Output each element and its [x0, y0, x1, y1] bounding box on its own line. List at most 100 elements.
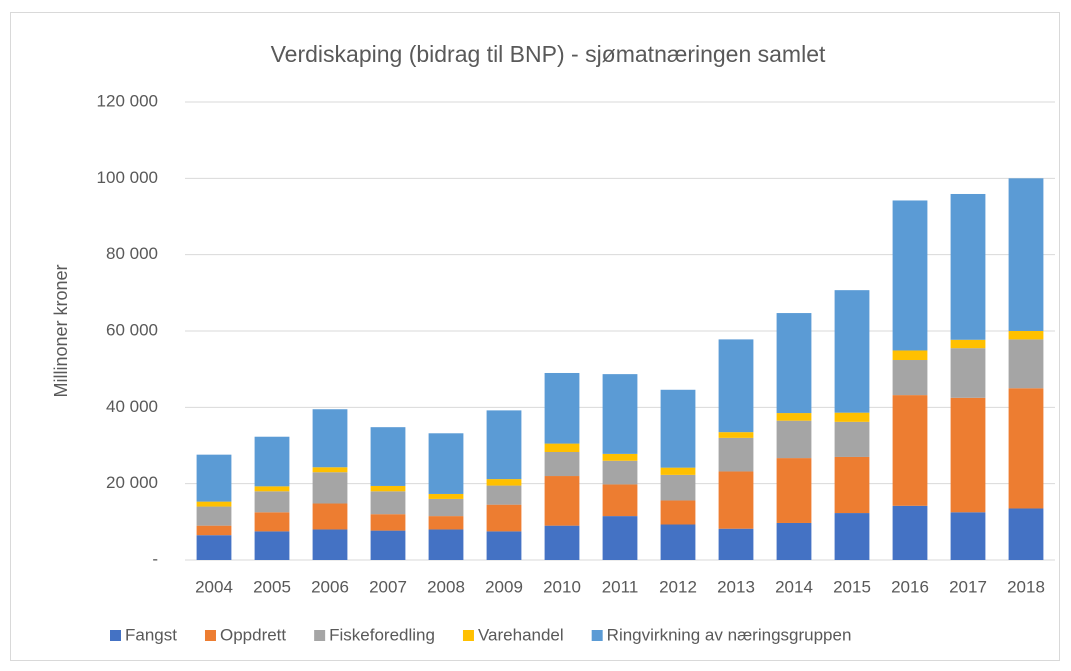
bar-segment [834, 456, 870, 514]
bar-segment [892, 505, 928, 560]
y-tick-label: 80 000 [106, 244, 158, 263]
bar-segment [254, 491, 290, 513]
x-tick-label: 2016 [891, 577, 929, 596]
x-tick-label: 2014 [775, 577, 813, 596]
legend-label: Oppdrett [220, 625, 286, 644]
bar-segment [1008, 508, 1044, 560]
bar-segment [486, 485, 522, 505]
bar-segment [602, 516, 638, 560]
y-tick-label: 40 000 [106, 397, 158, 416]
legend-swatch [110, 630, 121, 641]
bar-segment [718, 339, 754, 433]
legend-label: Fangst [125, 625, 177, 644]
bar-segment [602, 374, 638, 454]
bar-segment [312, 409, 348, 468]
bar-segment [718, 471, 754, 529]
bar-segment [254, 436, 290, 487]
bar-segment [428, 516, 464, 530]
bar-segment [660, 389, 696, 468]
y-tick-label: 60 000 [106, 320, 158, 339]
bar-segment [718, 432, 754, 438]
bar-segment [1008, 339, 1044, 389]
bar-segment [776, 420, 812, 459]
bar-segment [486, 531, 522, 560]
bar-segment [370, 491, 406, 515]
bar-segment [950, 339, 986, 349]
bar-segment [196, 506, 232, 526]
bar-segment [892, 200, 928, 351]
bar-segment [312, 503, 348, 530]
x-tick-label: 2018 [1007, 577, 1045, 596]
y-tick-label: - [152, 549, 158, 568]
x-tick-label: 2006 [311, 577, 349, 596]
x-tick-label: 2011 [602, 577, 639, 596]
bar-segment [892, 395, 928, 506]
x-tick-label: 2009 [485, 577, 523, 596]
bar-segment [660, 467, 696, 475]
bar-segment [950, 348, 986, 398]
bar-segment [776, 458, 812, 523]
bar-segment [950, 397, 986, 513]
bar-segment [254, 512, 290, 532]
bar-segment [196, 535, 232, 560]
bar-segment [254, 531, 290, 560]
legend-swatch [204, 630, 216, 641]
bar-segment [834, 412, 870, 422]
bar-segment [1008, 331, 1044, 340]
bar-segment [544, 451, 580, 477]
y-tick-label: 100 000 [97, 168, 158, 187]
y-axis-label: Millinoner kroner [51, 264, 71, 397]
y-tick-label: 120 000 [97, 91, 158, 110]
chart-border [10, 12, 1060, 661]
x-tick-label: 2004 [195, 577, 233, 596]
bar-segment [1008, 178, 1044, 331]
bar-segment [834, 290, 870, 413]
legend-swatch [462, 630, 474, 641]
bar-segment [312, 529, 348, 560]
bar-segment [312, 467, 348, 473]
chart-title: Verdiskaping (bidrag til BNP) - sjømatnæ… [271, 41, 826, 67]
bar-segment [312, 472, 348, 504]
bar-segment [544, 476, 580, 526]
legend-label: Ringvirkning av næringsgruppen [607, 625, 852, 644]
bar-segment [428, 498, 464, 517]
bar-segment [602, 453, 638, 461]
x-tick-label: 2008 [427, 577, 465, 596]
x-tick-label: 2010 [543, 577, 581, 596]
bar-segment [660, 500, 696, 525]
bar-segment [544, 372, 580, 444]
bar-segment [776, 522, 812, 560]
bar-segment [660, 524, 696, 560]
bar-segment [370, 427, 406, 486]
bar-segment [370, 485, 406, 492]
bar-segment [602, 460, 638, 485]
bar-segment [1008, 388, 1044, 509]
legend-label: Varehandel [478, 625, 564, 644]
x-tick-label: 2017 [949, 577, 987, 596]
bar-segment [370, 530, 406, 560]
bar-segment [834, 421, 870, 457]
x-tick-label: 2005 [253, 577, 291, 596]
bar-segment [892, 360, 928, 396]
bar-segment [428, 433, 464, 494]
bar-segment [776, 413, 812, 421]
x-tick-label: 2012 [659, 577, 697, 596]
bar-segment [718, 437, 754, 472]
bar-segment [544, 525, 580, 560]
bar-segment [602, 484, 638, 517]
bar-segment [660, 474, 696, 501]
bar-segment [196, 525, 232, 536]
bar-segment [486, 479, 522, 486]
bar-segment [428, 493, 464, 499]
legend-swatch [314, 630, 326, 641]
bar-segment [950, 193, 986, 340]
bar-segment [718, 528, 754, 560]
x-tick-label: 2013 [717, 577, 755, 596]
bar-segment [834, 513, 870, 560]
x-tick-label: 2015 [833, 577, 871, 596]
bar-segment [196, 454, 232, 502]
bar-segment [370, 514, 406, 531]
bar-segment [486, 410, 522, 480]
bar-segment [428, 529, 464, 560]
legend-swatch [591, 630, 603, 641]
